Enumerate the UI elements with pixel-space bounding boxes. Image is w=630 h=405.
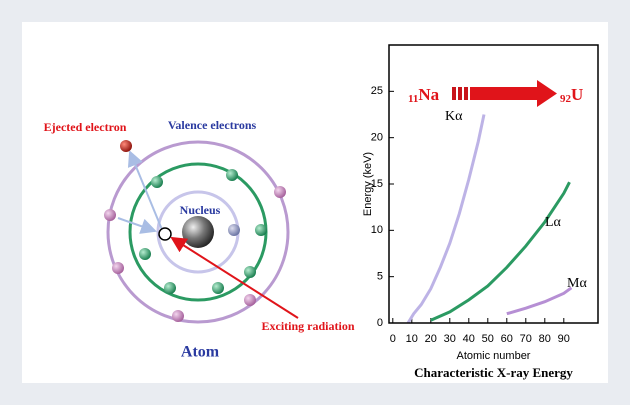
subscript: 92 bbox=[560, 93, 572, 105]
chart-title: Characteristic X-ray Energy bbox=[414, 365, 573, 380]
label: Exciting radiation bbox=[261, 319, 354, 333]
y-tick-label: 0 bbox=[377, 317, 383, 329]
pink-electrons bbox=[104, 186, 286, 322]
series-label: Lα bbox=[545, 215, 562, 230]
series-line bbox=[506, 286, 573, 316]
end-element: 92U bbox=[560, 85, 583, 105]
x-tick-label: 0 bbox=[390, 333, 396, 345]
start-element: 11Na bbox=[408, 85, 440, 105]
y-tick-label: 25 bbox=[371, 85, 383, 97]
plot-frame bbox=[388, 44, 599, 324]
series-label: Mα bbox=[567, 276, 587, 291]
series-label: Kα bbox=[445, 109, 463, 124]
label: Valence electrons bbox=[168, 118, 257, 132]
electron bbox=[228, 224, 240, 236]
x-tick-label: 70 bbox=[520, 333, 532, 345]
outer-shell bbox=[106, 140, 290, 324]
x-tick-label: 60 bbox=[501, 333, 513, 345]
y-axis-label: Energy (keV) bbox=[362, 152, 374, 216]
x-tick-label: 10 bbox=[406, 333, 418, 345]
vacancy bbox=[158, 227, 172, 241]
x-tick-label: 40 bbox=[463, 333, 475, 345]
arrow-dash bbox=[464, 87, 468, 100]
y-tick-label: 15 bbox=[371, 178, 383, 190]
symbol: U bbox=[571, 85, 583, 104]
radiation-arrow bbox=[170, 236, 299, 319]
y-tick-label: 10 bbox=[371, 224, 383, 236]
atom: Ejected electron Valence electrons Nucle… bbox=[44, 118, 355, 361]
x-tick-label: 30 bbox=[444, 333, 456, 345]
symbol: Na bbox=[418, 85, 439, 104]
series-line bbox=[430, 181, 571, 322]
ejection-arrow bbox=[127, 150, 164, 233]
chart: 0 5 10 15 20 25 0 10 20 30 40 50 60 70 80 90 Kα Lα Mα Energ… bbox=[362, 44, 599, 380]
label: Nucleus bbox=[180, 203, 221, 217]
range-arrow bbox=[470, 80, 557, 107]
label: Ejected electron bbox=[44, 120, 127, 134]
y-tick-label: 5 bbox=[377, 271, 383, 283]
title: Atom bbox=[181, 344, 220, 361]
x-tick-label: 50 bbox=[482, 333, 494, 345]
nucleus bbox=[182, 216, 214, 248]
x-tick-label: 80 bbox=[539, 333, 551, 345]
arrow-dash bbox=[458, 87, 462, 100]
arrow-dash bbox=[452, 87, 456, 100]
green-electrons bbox=[139, 169, 267, 294]
series-line bbox=[406, 114, 486, 324]
subscript: 11 bbox=[408, 93, 418, 105]
ejected-electron bbox=[120, 140, 132, 152]
x-tick-label: 90 bbox=[558, 333, 570, 345]
transition-arrow bbox=[117, 217, 157, 234]
x-axis-label: Atomic number bbox=[457, 350, 531, 362]
y-tick-label: 20 bbox=[371, 132, 383, 144]
x-tick-label: 20 bbox=[425, 333, 437, 345]
